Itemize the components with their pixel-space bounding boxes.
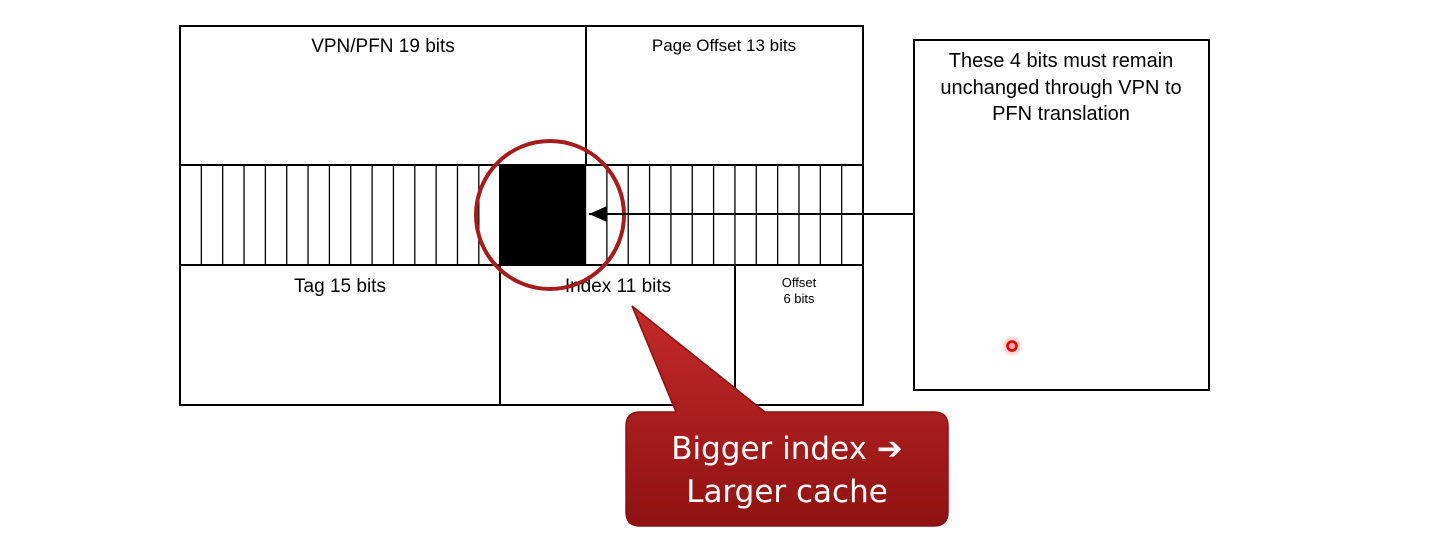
callout-line-1: Bigger index ➔	[671, 431, 903, 467]
tag-label: Tag 15 bits	[294, 276, 386, 297]
note-box: These 4 bits must remain unchanged throu…	[913, 39, 1210, 391]
vpn-field	[179, 25, 587, 166]
block-offset-label-line2: 6 bits	[783, 291, 815, 306]
overlap-bits-block	[499, 165, 586, 265]
cache-address-row: Tag 15 bits Index 11 bits Offset 6 bits	[179, 264, 864, 406]
note-line-2: unchanged through VPN to	[940, 77, 1181, 99]
tag-field	[179, 264, 501, 406]
block-offset-label-line1: Offset	[782, 275, 817, 290]
note-line-1: These 4 bits must remain	[949, 50, 1174, 72]
index-label: Index 11 bits	[565, 276, 671, 297]
page-offset-field	[585, 25, 864, 166]
vpn-label: VPN/PFN 19 bits	[311, 36, 455, 57]
laser-pointer-dot	[1001, 335, 1023, 357]
note-line-3: PFN translation	[992, 103, 1130, 125]
virtual-address-row: VPN/PFN 19 bits Page Offset 13 bits	[179, 25, 864, 166]
page-offset-label: Page Offset 13 bits	[652, 36, 796, 55]
callout-line-2: Larger cache	[686, 474, 888, 510]
callout-bubble: Bigger index ➔ Larger cache	[625, 305, 949, 527]
block-offset-field	[734, 264, 864, 406]
